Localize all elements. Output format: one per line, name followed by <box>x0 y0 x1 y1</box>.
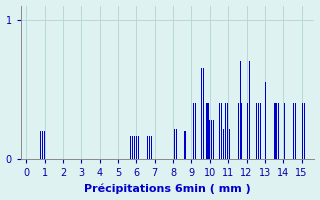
Bar <box>265 82 266 159</box>
Bar <box>260 103 261 159</box>
Bar <box>206 103 208 159</box>
Bar <box>275 103 276 159</box>
Bar <box>241 103 243 159</box>
Bar <box>213 120 214 159</box>
Bar <box>40 131 42 159</box>
Bar <box>223 129 224 159</box>
Bar <box>174 129 175 159</box>
Bar <box>247 103 248 159</box>
Bar <box>195 103 196 159</box>
Bar <box>201 68 202 159</box>
Bar <box>207 103 209 159</box>
Bar <box>211 120 212 159</box>
Bar <box>150 136 152 159</box>
Bar <box>130 136 132 159</box>
Bar <box>134 136 135 159</box>
Bar <box>42 131 43 159</box>
Bar <box>227 103 228 159</box>
Bar <box>203 68 204 159</box>
Bar <box>193 103 194 159</box>
Bar <box>44 131 45 159</box>
Bar <box>136 136 137 159</box>
Bar <box>225 103 226 159</box>
Bar <box>132 136 133 159</box>
Bar <box>284 103 285 159</box>
Bar <box>149 136 150 159</box>
Bar <box>258 103 259 159</box>
Bar <box>240 61 241 159</box>
Bar <box>219 103 220 159</box>
Bar <box>221 103 222 159</box>
Bar <box>138 136 139 159</box>
X-axis label: Précipitations 6min ( mm ): Précipitations 6min ( mm ) <box>84 184 251 194</box>
Bar <box>304 103 305 159</box>
Bar <box>295 103 296 159</box>
Bar <box>278 103 279 159</box>
Bar <box>293 103 294 159</box>
Bar <box>249 61 250 159</box>
Bar <box>256 103 257 159</box>
Bar <box>302 103 303 159</box>
Bar <box>176 129 177 159</box>
Bar <box>238 103 239 159</box>
Bar <box>184 131 185 159</box>
Bar <box>185 131 187 159</box>
Bar <box>276 103 277 159</box>
Bar <box>209 120 210 159</box>
Bar <box>147 136 148 159</box>
Bar <box>228 129 230 159</box>
